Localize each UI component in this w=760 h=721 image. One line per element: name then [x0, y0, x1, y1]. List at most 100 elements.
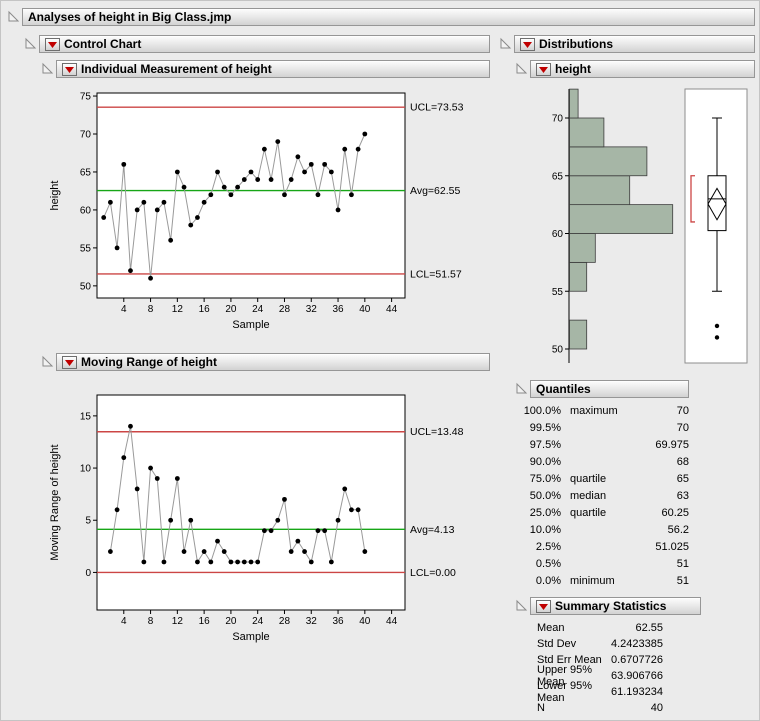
red-triangle-menu-icon[interactable] — [62, 62, 77, 76]
data-point[interactable] — [181, 184, 187, 190]
data-point[interactable] — [362, 131, 368, 137]
disclosure-icon[interactable] — [41, 355, 54, 368]
data-point[interactable] — [107, 199, 113, 205]
data-point[interactable] — [248, 169, 254, 175]
data-point[interactable] — [128, 268, 133, 274]
disclosure-icon[interactable] — [515, 62, 528, 75]
data-point[interactable] — [161, 559, 167, 565]
data-point[interactable] — [322, 161, 328, 167]
data-point[interactable] — [275, 139, 281, 144]
data-point[interactable] — [308, 161, 314, 167]
data-point[interactable] — [355, 146, 361, 152]
data-point[interactable] — [174, 476, 180, 481]
data-point[interactable] — [308, 559, 314, 565]
data-point[interactable] — [268, 177, 274, 182]
disclosure-icon[interactable] — [499, 37, 512, 50]
histogram-bar[interactable] — [569, 261, 588, 292]
histogram-bar[interactable] — [569, 233, 596, 263]
plot-area[interactable] — [96, 394, 406, 611]
data-point[interactable] — [181, 549, 187, 554]
data-point[interactable] — [195, 215, 200, 220]
disclosure-icon[interactable] — [515, 599, 528, 612]
data-point[interactable] — [174, 169, 180, 175]
data-point[interactable] — [302, 169, 307, 175]
disclosure-icon[interactable] — [515, 382, 528, 395]
data-point[interactable] — [268, 528, 274, 534]
data-point[interactable] — [148, 465, 153, 471]
data-point[interactable] — [154, 207, 160, 213]
data-point[interactable] — [355, 507, 361, 513]
data-point[interactable] — [161, 199, 167, 205]
histogram-bar[interactable] — [569, 319, 588, 350]
red-triangle-menu-icon[interactable] — [62, 355, 77, 369]
data-point[interactable] — [121, 455, 127, 461]
data-point[interactable] — [315, 528, 321, 534]
data-point[interactable] — [201, 199, 207, 205]
data-point[interactable] — [134, 207, 140, 213]
outlier-point[interactable] — [714, 335, 720, 340]
data-point[interactable] — [282, 496, 287, 502]
data-point[interactable] — [328, 559, 334, 565]
data-point[interactable] — [215, 538, 220, 544]
data-point[interactable] — [335, 517, 341, 523]
data-point[interactable] — [141, 199, 147, 205]
data-point[interactable] — [261, 146, 267, 152]
data-point[interactable] — [208, 192, 214, 198]
data-point[interactable] — [235, 184, 241, 190]
data-point[interactable] — [148, 275, 153, 281]
red-triangle-menu-icon[interactable] — [536, 62, 551, 76]
data-point[interactable] — [342, 146, 348, 152]
data-point[interactable] — [168, 517, 174, 523]
data-point[interactable] — [295, 538, 301, 544]
data-point[interactable] — [228, 559, 234, 565]
histogram-bar[interactable] — [569, 88, 579, 119]
data-point[interactable] — [255, 559, 261, 565]
data-point[interactable] — [228, 192, 234, 198]
moving-range-chart[interactable]: 0 5 10 15 4 8 12 16 20 24 28 32 36 40 44 Sample Moving R… — [45, 377, 493, 645]
data-point[interactable] — [349, 192, 354, 198]
outlier-point[interactable] — [714, 323, 720, 329]
data-point[interactable] — [241, 559, 247, 565]
histogram-bar[interactable] — [569, 117, 605, 148]
red-triangle-menu-icon[interactable] — [45, 37, 60, 51]
data-point[interactable] — [302, 549, 307, 554]
data-point[interactable] — [221, 549, 227, 554]
data-point[interactable] — [168, 237, 174, 243]
data-point[interactable] — [248, 559, 254, 565]
histogram-bar[interactable] — [569, 204, 674, 234]
histogram-bar[interactable] — [569, 175, 631, 206]
disclosure-icon[interactable] — [41, 62, 54, 75]
data-point[interactable] — [188, 222, 194, 228]
data-point[interactable] — [335, 207, 341, 213]
histogram-bar[interactable] — [569, 146, 648, 177]
data-point[interactable] — [288, 177, 294, 182]
data-point[interactable] — [362, 549, 368, 554]
data-point[interactable] — [261, 528, 267, 534]
data-point[interactable] — [141, 559, 147, 565]
data-point[interactable] — [255, 177, 261, 182]
height-histogram-boxplot[interactable]: 50 55 60 65 70 — [521, 85, 757, 373]
data-point[interactable] — [101, 215, 107, 220]
data-point[interactable] — [342, 486, 348, 492]
individual-measurement-chart[interactable]: 50 55 60 65 70 75 4 8 12 16 20 24 28 32 36 40 44 Sample he… — [45, 84, 493, 340]
red-triangle-menu-icon[interactable] — [536, 599, 551, 613]
data-point[interactable] — [241, 177, 247, 182]
data-point[interactable] — [221, 184, 227, 190]
data-point[interactable] — [208, 559, 214, 565]
plot-area[interactable] — [96, 92, 406, 299]
data-point[interactable] — [349, 507, 354, 513]
data-point[interactable] — [215, 169, 220, 175]
data-point[interactable] — [154, 476, 160, 481]
data-point[interactable] — [121, 161, 127, 167]
disclosure-icon[interactable] — [7, 10, 20, 23]
data-point[interactable] — [134, 486, 140, 492]
data-point[interactable] — [114, 245, 120, 251]
data-point[interactable] — [114, 507, 120, 513]
data-point[interactable] — [107, 549, 113, 554]
data-point[interactable] — [315, 192, 321, 198]
data-point[interactable] — [195, 559, 200, 565]
data-point[interactable] — [322, 528, 328, 534]
red-triangle-menu-icon[interactable] — [520, 37, 535, 51]
data-point[interactable] — [328, 169, 334, 175]
data-point[interactable] — [282, 192, 287, 198]
